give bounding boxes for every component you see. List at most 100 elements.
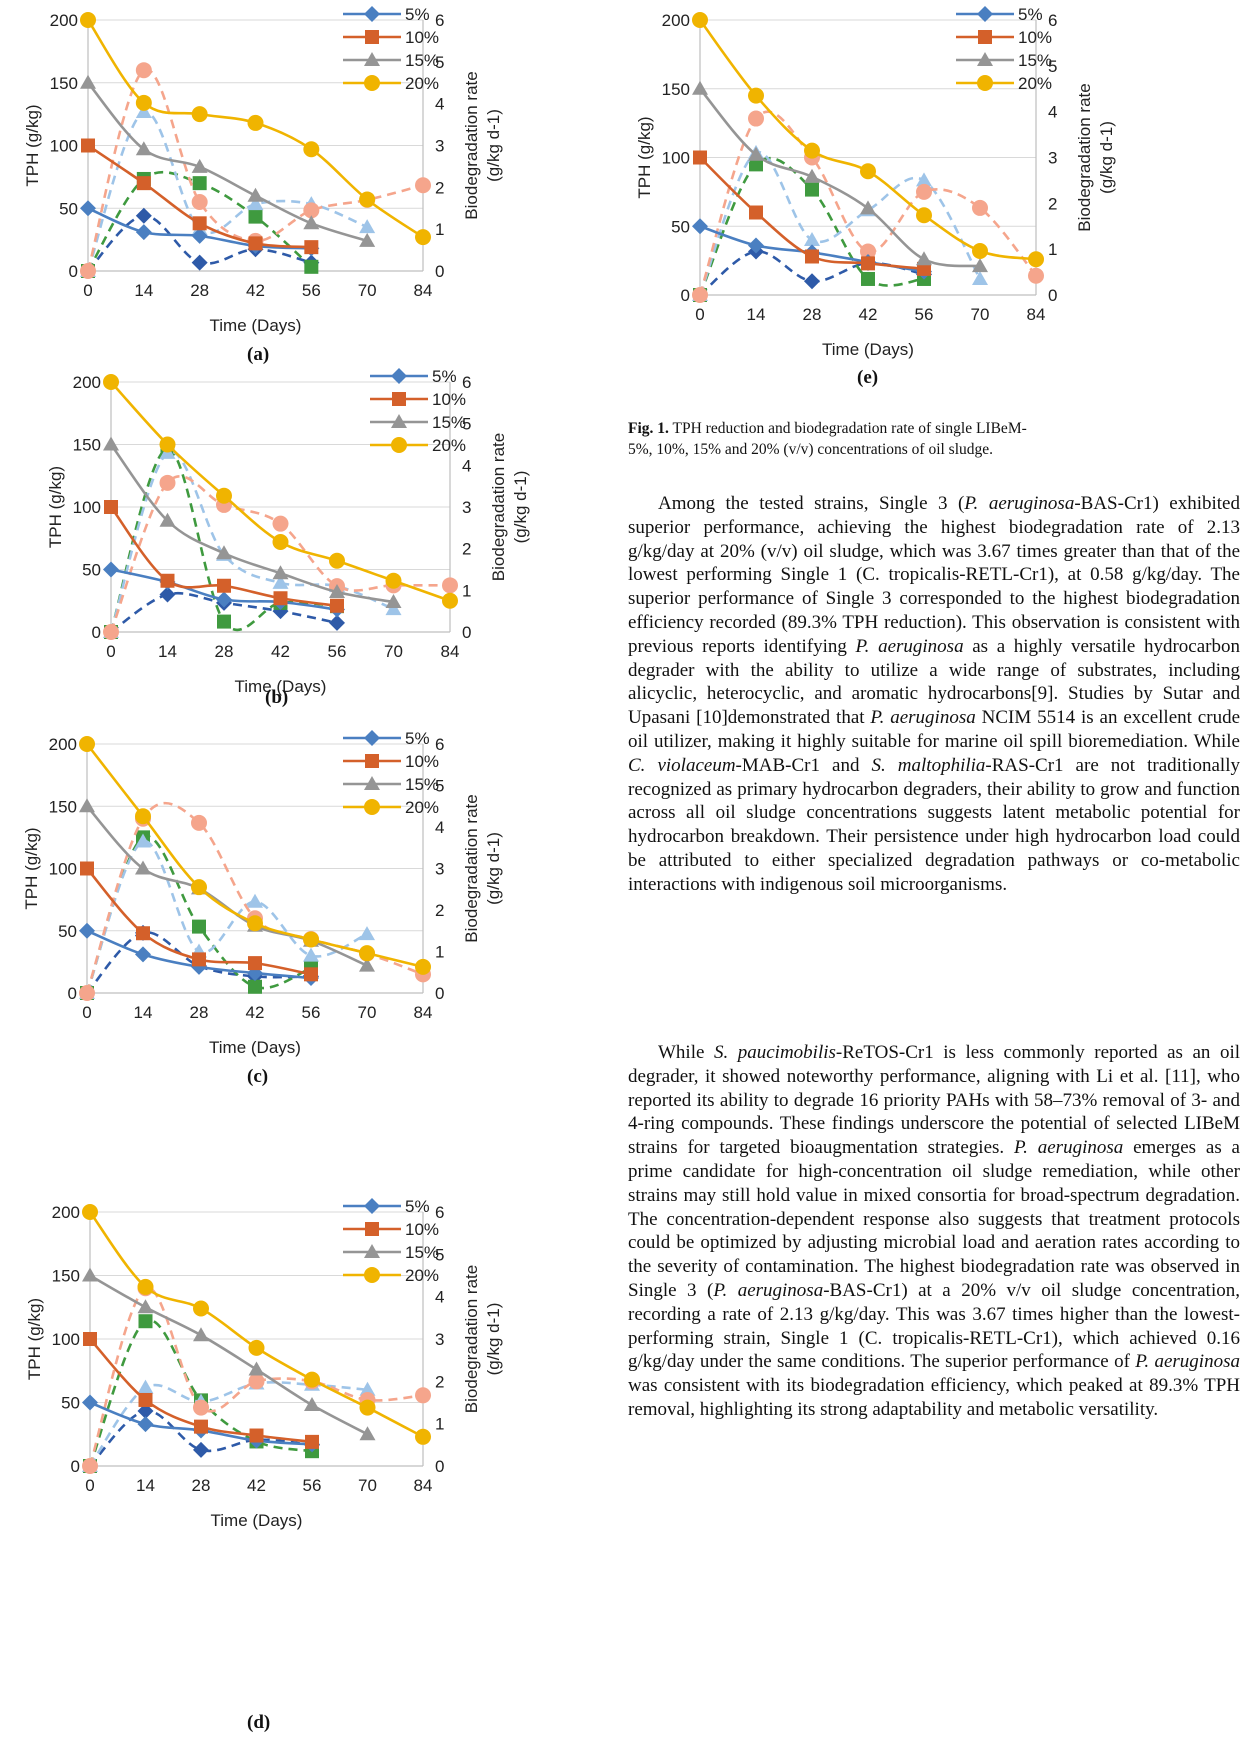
- tph-point: [692, 12, 708, 28]
- y2-axis-label-unit: (g/kg d-1): [511, 471, 530, 544]
- rate-point: [248, 209, 263, 224]
- tph-point: [748, 237, 764, 254]
- tph-point: [248, 1339, 265, 1356]
- y2-tick-label: 5: [1048, 57, 1057, 76]
- body-text: Among the tested strains, Single 3 (P. a…: [628, 492, 1240, 897]
- rate-point: [415, 177, 431, 194]
- tph-point: [1028, 251, 1044, 268]
- y2-tick-label: 6: [435, 1203, 444, 1222]
- tph-point: [80, 74, 96, 89]
- rate-point: [359, 926, 375, 941]
- tph-point: [135, 808, 151, 825]
- rate-point: [103, 624, 119, 640]
- x-tick-label: 14: [136, 1476, 155, 1495]
- tph-point: [442, 592, 458, 609]
- y-tick-label: 200: [52, 1203, 80, 1222]
- x-tick-label: 14: [747, 305, 766, 324]
- y2-tick-label: 1: [435, 943, 444, 962]
- rate-point: [247, 196, 264, 211]
- tph-point: [359, 1399, 376, 1416]
- rate-line: [89, 1409, 313, 1467]
- rate-line: [85, 835, 312, 994]
- tph-point: [385, 572, 402, 589]
- y2-tick-label: 0: [462, 623, 471, 642]
- x-tick-label: 28: [192, 1476, 211, 1495]
- x-tick-label: 70: [358, 1476, 377, 1495]
- text-segment: While: [658, 1042, 714, 1063]
- rate-point: [135, 62, 152, 79]
- tph-point: [82, 1394, 98, 1411]
- y2-tick-label: 4: [435, 1288, 444, 1307]
- y2-tick-label: 4: [435, 95, 444, 114]
- legend-marker: [364, 799, 380, 815]
- tph-point: [138, 1392, 153, 1407]
- x-tick-label: 42: [246, 1003, 265, 1022]
- y2-tick-label: 2: [435, 1372, 444, 1391]
- italic-segment: P. aeruginosa: [964, 493, 1075, 514]
- y2-tick-label: 1: [435, 220, 444, 239]
- rate-point: [303, 202, 320, 219]
- rate-line: [85, 801, 424, 994]
- legend-label: 20%: [405, 74, 439, 93]
- x-axis-label: Time (Days): [209, 1038, 301, 1057]
- tph-point: [135, 94, 152, 111]
- tph-point: [80, 12, 96, 28]
- y2-axis-label: Biodegradation rate: [462, 71, 481, 219]
- rate-point: [217, 614, 231, 629]
- y-tick-label: 100: [73, 498, 101, 517]
- rate-line: [86, 68, 424, 272]
- rate-line: [109, 447, 338, 633]
- tph-point: [103, 436, 119, 451]
- y-tick-label: 150: [73, 436, 101, 455]
- x-tick-label: 28: [215, 642, 234, 661]
- x-tick-label: 84: [441, 642, 460, 661]
- y-tick-label: 150: [49, 797, 77, 816]
- y2-tick-label: 6: [1048, 11, 1057, 30]
- y-axis-label: TPH (g/kg): [23, 104, 42, 186]
- text-segment: NCIM 5514 is an excellent crude oil util…: [628, 707, 1240, 752]
- y2-tick-label: 4: [435, 818, 444, 837]
- y2-tick-label: 4: [1048, 103, 1057, 122]
- x-tick-label: 84: [414, 1476, 433, 1495]
- y-tick-label: 0: [92, 623, 101, 642]
- x-tick-label: 14: [158, 642, 177, 661]
- legend-label: 20%: [405, 1266, 439, 1285]
- legend-marker: [364, 730, 380, 746]
- y-tick-label: 0: [68, 984, 77, 1003]
- rate-point: [359, 1381, 376, 1396]
- tph-point: [191, 106, 208, 123]
- rate-point: [193, 1441, 209, 1458]
- rate-point: [135, 207, 152, 224]
- tph-point: [303, 931, 319, 948]
- y2-tick-label: 6: [435, 11, 444, 30]
- tph-point: [137, 1278, 154, 1295]
- tph-point: [248, 1361, 265, 1376]
- tph-point: [415, 958, 431, 975]
- legend-marker: [392, 392, 406, 406]
- tph-point: [272, 565, 289, 580]
- caption-label: Fig. 1.: [628, 420, 669, 437]
- tph-point: [304, 240, 319, 255]
- tph-point: [194, 1419, 208, 1434]
- rate-line: [109, 450, 394, 633]
- tph-line: [699, 87, 981, 268]
- rate-point: [329, 614, 345, 631]
- legend-marker: [365, 754, 379, 768]
- tph-point: [247, 915, 263, 932]
- rate-point: [748, 110, 764, 127]
- y-tick-label: 0: [69, 262, 78, 281]
- legend-label: 20%: [405, 798, 439, 817]
- tph-point: [135, 224, 152, 241]
- y-axis-label: TPH (g/kg): [635, 116, 654, 198]
- y-tick-label: 200: [49, 735, 77, 754]
- y-axis-label: TPH (g/kg): [25, 1298, 44, 1380]
- y-tick-label: 0: [681, 286, 690, 305]
- tph-point: [248, 236, 263, 251]
- italic-segment: P. aeruginosa: [870, 707, 976, 729]
- rate-point: [191, 254, 208, 271]
- rate-point: [191, 814, 207, 831]
- rate-line: [698, 110, 1038, 296]
- legend-label: 10%: [1018, 28, 1052, 47]
- text-segment: -BAS-Cr1) at a 20% v/v oil sludge concen…: [628, 1279, 1240, 1373]
